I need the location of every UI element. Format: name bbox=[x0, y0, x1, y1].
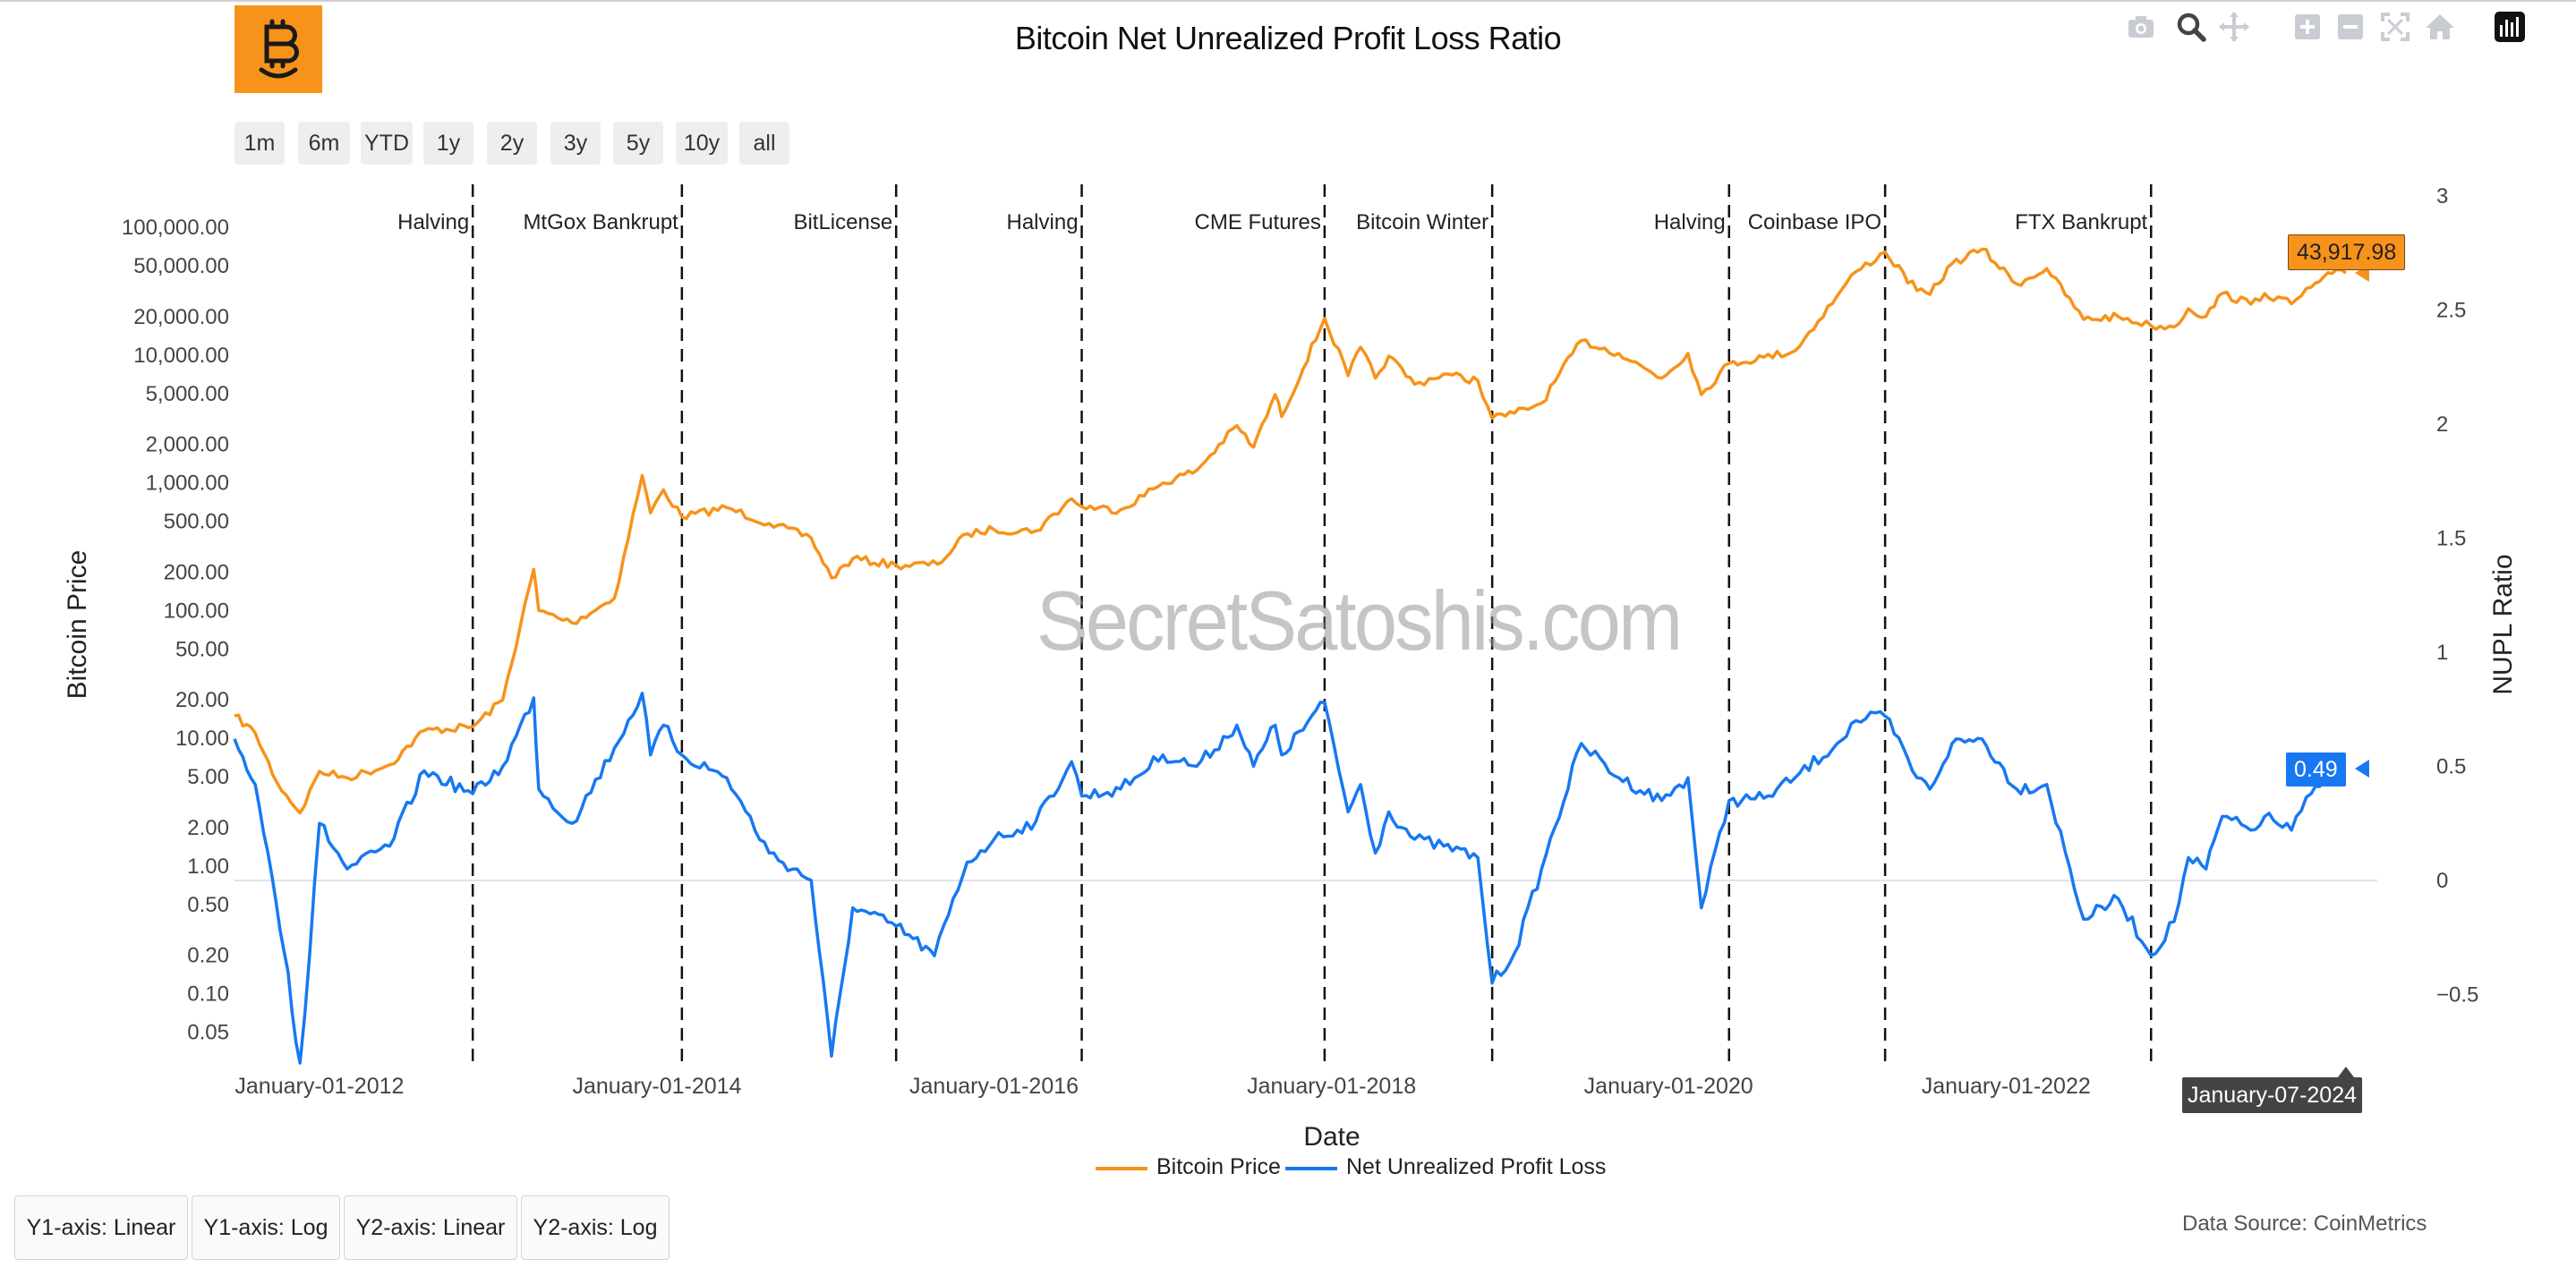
y2-tick-label: 2.5 bbox=[2436, 298, 2466, 322]
series-line-bitcoin-price bbox=[234, 247, 2347, 815]
legend-swatch-price bbox=[1096, 1167, 1147, 1170]
y2-tick-label: 1 bbox=[2436, 641, 2448, 665]
range-button-2y[interactable]: 2y bbox=[487, 122, 537, 165]
y1-tick-label: 1.00 bbox=[187, 855, 229, 879]
series-line-nupl bbox=[233, 692, 2347, 1065]
y1-log-button[interactable]: Y1-axis: Log bbox=[192, 1195, 340, 1260]
x-tick-label: January-01-2020 bbox=[1584, 1074, 1753, 1099]
y1-tick-label: 2,000.00 bbox=[146, 433, 229, 457]
range-button-ytd[interactable]: YTD bbox=[361, 122, 413, 165]
y2-tick-label: 0.5 bbox=[2436, 754, 2466, 778]
y1-linear-button[interactable]: Y1-axis: Linear bbox=[14, 1195, 188, 1260]
window-top-border bbox=[0, 0, 2576, 2]
range-button-all[interactable]: all bbox=[739, 122, 789, 165]
range-button-6m[interactable]: 6m bbox=[298, 122, 350, 165]
y1-tick-label: 2.00 bbox=[187, 816, 229, 840]
y1-tick-label: 10.00 bbox=[175, 727, 229, 751]
y1-tick-label: 0.05 bbox=[187, 1021, 229, 1045]
event-label: MtGox Bankrupt bbox=[523, 210, 678, 234]
y2-tick-label: −0.5 bbox=[2436, 982, 2478, 1007]
y1-tick-label: 0.20 bbox=[187, 944, 229, 968]
legend-label-nupl: Net Unrealized Profit Loss bbox=[1346, 1154, 1607, 1179]
y1-tick-label: 0.10 bbox=[187, 982, 229, 1007]
x-tick-labels: January-01-2012 January-01-2014 January-01… bbox=[235, 1074, 2090, 1099]
range-button-1m[interactable]: 1m bbox=[235, 122, 285, 165]
chart-title: Bitcoin Net Unrealized Profit Loss Ratio bbox=[1014, 20, 1562, 56]
y1-tick-label: 100.00 bbox=[164, 599, 229, 623]
y2-tick-label: 2 bbox=[2436, 412, 2448, 437]
x-tick-label: January-01-2014 bbox=[572, 1074, 741, 1099]
nupl-hover-label: 0.49 bbox=[2286, 753, 2346, 787]
y1-tick-label: 50.00 bbox=[175, 637, 229, 661]
x-tick-label: January-01-2022 bbox=[1922, 1074, 2091, 1099]
y1-tick-label: 20.00 bbox=[175, 688, 229, 712]
y1-tick-label: 0.50 bbox=[187, 893, 229, 917]
bitcoin-logo-icon bbox=[235, 5, 322, 93]
range-button-3y[interactable]: 3y bbox=[550, 122, 601, 165]
y1-tick-label: 100,000.00 bbox=[122, 216, 229, 240]
y1-axis-title: Bitcoin Price bbox=[63, 550, 92, 700]
event-label: Bitcoin Winter bbox=[1356, 210, 1488, 234]
zoom-in-icon[interactable] bbox=[2290, 9, 2325, 45]
y2-tick-label: 3 bbox=[2436, 184, 2448, 208]
x-tick-label: January-01-2012 bbox=[235, 1074, 404, 1099]
data-source-note: Data Source: CoinMetrics bbox=[2182, 1212, 2427, 1236]
event-label: CME Futures bbox=[1195, 210, 1321, 234]
nupl-hover-pointer bbox=[2354, 759, 2369, 778]
date-hover-pointer bbox=[2337, 1067, 2354, 1077]
y1-tick-label: 500.00 bbox=[164, 510, 229, 534]
x-tick-label: January-01-2016 bbox=[909, 1074, 1079, 1099]
y2-log-button[interactable]: Y2-axis: Log bbox=[521, 1195, 670, 1260]
zoom-out-icon[interactable] bbox=[2333, 9, 2368, 45]
y2-tick-label: 0 bbox=[2436, 869, 2448, 893]
y1-tick-label: 5.00 bbox=[187, 765, 229, 789]
event-markers: Halving MtGox Bankrupt BitLicense Halving CM… bbox=[397, 184, 2153, 1063]
event-label: FTX Bankrupt bbox=[2015, 210, 2147, 234]
legend-swatch-nupl bbox=[1285, 1167, 1337, 1170]
watermark: SecretSatoshis.com bbox=[1036, 574, 1683, 668]
event-label: Coinbase IPO bbox=[1748, 210, 1881, 234]
price-hover-label: 43,917.98 bbox=[2288, 234, 2406, 270]
pan-icon[interactable] bbox=[2216, 9, 2252, 45]
home-icon[interactable] bbox=[2422, 9, 2458, 45]
range-button-10y[interactable]: 10y bbox=[676, 122, 728, 165]
event-label: Halving bbox=[1654, 210, 1726, 234]
event-label: Halving bbox=[1007, 210, 1079, 234]
y1-tick-label: 200.00 bbox=[164, 560, 229, 584]
zoom-icon[interactable] bbox=[2173, 9, 2209, 45]
event-label: BitLicense bbox=[793, 210, 892, 234]
event-label: Halving bbox=[397, 210, 469, 234]
legend-label-price: Bitcoin Price bbox=[1156, 1154, 1281, 1179]
y1-tick-label: 20,000.00 bbox=[133, 305, 229, 329]
y2-linear-button[interactable]: Y2-axis: Linear bbox=[344, 1195, 517, 1260]
y1-tick-labels: 0.05 0.10 0.20 0.50 1.00 2.00 5.00 10.00 20.00 50… bbox=[122, 216, 229, 1045]
y2-axis-title: NUPL Ratio bbox=[2488, 554, 2518, 694]
y1-tick-label: 5,000.00 bbox=[146, 382, 229, 406]
camera-icon[interactable] bbox=[2123, 9, 2159, 45]
date-hover-label: January-07-2024 bbox=[2182, 1077, 2363, 1113]
y2-tick-labels: −0.5 0 0.5 1 1.5 2 2.5 3 bbox=[2436, 184, 2478, 1008]
plotly-logo-icon[interactable] bbox=[2492, 9, 2528, 45]
y1-tick-label: 10,000.00 bbox=[133, 344, 229, 368]
x-tick-label: January-01-2018 bbox=[1247, 1074, 1416, 1099]
y1-tick-label: 1,000.00 bbox=[146, 472, 229, 496]
autoscale-icon[interactable] bbox=[2377, 9, 2413, 45]
x-axis-title: Date bbox=[1303, 1122, 1360, 1152]
range-button-5y[interactable]: 5y bbox=[613, 122, 663, 165]
range-button-1y[interactable]: 1y bbox=[423, 122, 473, 165]
y1-tick-label: 50,000.00 bbox=[133, 254, 229, 278]
y2-tick-label: 1.5 bbox=[2436, 526, 2466, 550]
